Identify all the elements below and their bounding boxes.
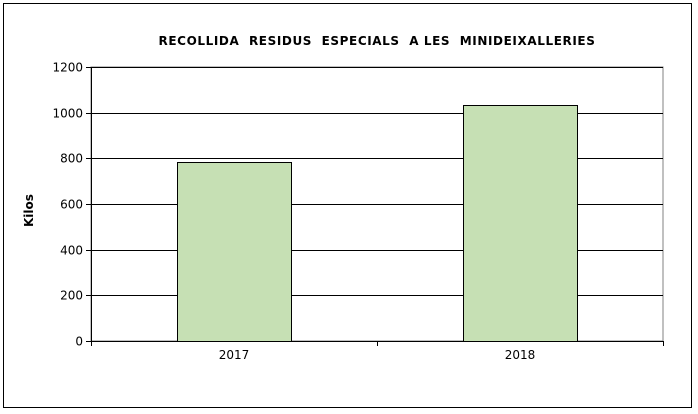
y-tick-label: 400 <box>60 244 83 258</box>
y-tick-label: 0 <box>75 335 83 349</box>
bar-2017 <box>177 162 292 342</box>
chart-title: RECOLLIDA RESIDUS ESPECIALS A LES MINIDE… <box>158 34 596 48</box>
y-tick-label: 800 <box>60 152 83 166</box>
y-tick-label: 600 <box>60 198 83 212</box>
y-tick-label: 1200 <box>52 61 83 75</box>
x-tick-label: 2017 <box>219 348 250 362</box>
y-tick-label: 200 <box>60 289 83 303</box>
y-tick-label: 1000 <box>52 107 83 121</box>
bar-2018 <box>463 105 578 342</box>
x-tick-label: 2018 <box>505 348 536 362</box>
